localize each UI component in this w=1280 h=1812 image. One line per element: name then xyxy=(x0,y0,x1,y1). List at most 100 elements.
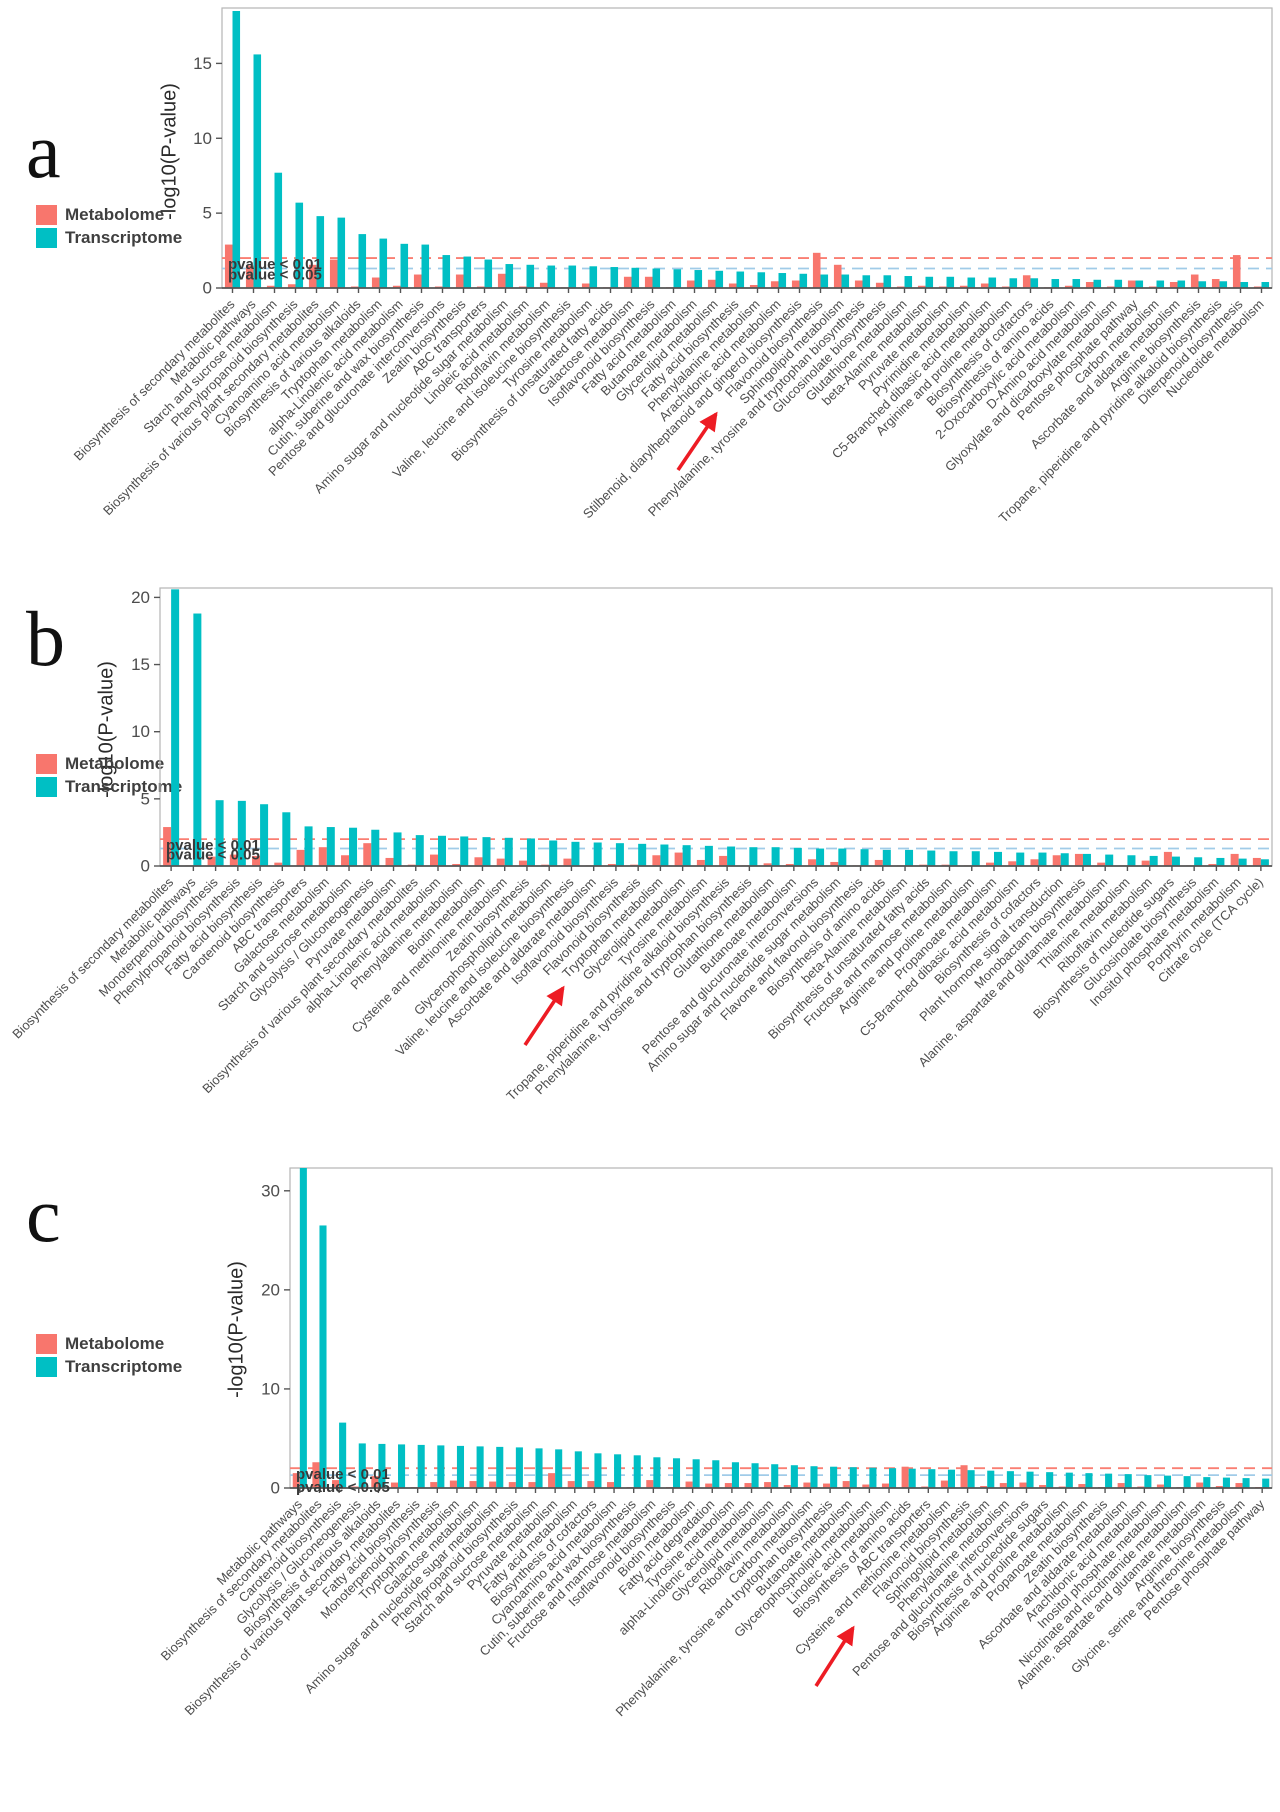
bar-transcriptome xyxy=(1144,1475,1152,1488)
bar-transcriptome xyxy=(1156,280,1165,288)
bar-transcriptome xyxy=(535,1448,543,1488)
bar-metabolome xyxy=(674,852,683,866)
pvalue-threshold-label-0: pvalue < 0.01 xyxy=(228,256,322,273)
bar-metabolome xyxy=(452,863,461,866)
bar-metabolome xyxy=(1019,1482,1027,1488)
bar-transcriptome xyxy=(378,1443,386,1488)
bar-transcriptome xyxy=(1260,859,1269,866)
bar-metabolome xyxy=(371,1476,379,1488)
bar-metabolome xyxy=(696,859,705,866)
transcriptome-swatch xyxy=(36,227,57,248)
bar-transcriptome xyxy=(889,1468,897,1488)
bar-transcriptome xyxy=(253,54,262,288)
bar-transcriptome xyxy=(193,613,202,866)
bar-transcriptome xyxy=(633,1455,641,1488)
bar-transcriptome xyxy=(232,10,241,288)
bar-metabolome xyxy=(518,860,527,866)
legend-item-transcriptome: Transcriptome xyxy=(36,775,182,798)
bar-metabolome xyxy=(719,855,728,866)
panel-b-letter: b xyxy=(26,595,65,682)
bar-metabolome xyxy=(705,1483,713,1488)
bar-metabolome xyxy=(770,281,779,288)
bar-metabolome xyxy=(833,264,842,288)
bar-metabolome xyxy=(1211,279,1220,288)
bar-transcriptome xyxy=(171,589,180,866)
bar-transcriptome xyxy=(987,1470,995,1488)
bar-transcriptome xyxy=(610,267,619,288)
bar-metabolome xyxy=(548,1473,556,1488)
bar-metabolome xyxy=(1074,853,1083,866)
bar-metabolome xyxy=(392,285,401,288)
annotation-arrow-a xyxy=(676,411,718,472)
bar-metabolome xyxy=(803,1482,811,1488)
bar-metabolome xyxy=(539,282,548,288)
bar-transcriptome xyxy=(771,1464,779,1488)
bar-metabolome xyxy=(1196,1482,1204,1488)
bar-metabolome xyxy=(644,276,653,288)
pvalue-threshold-label-1: pvalue < 0.05 xyxy=(228,267,322,284)
bar-transcriptome xyxy=(967,1470,975,1488)
panel-c-legend: Metabolome Transcriptome xyxy=(36,1332,182,1378)
y-tick-label: 20 xyxy=(131,588,150,607)
bar-transcriptome xyxy=(927,850,936,866)
bar-transcriptome xyxy=(282,812,291,866)
bar-metabolome xyxy=(917,285,926,288)
y-tick-label: 15 xyxy=(193,54,212,73)
bar-metabolome xyxy=(1008,861,1017,866)
bar-transcriptome xyxy=(515,1447,523,1488)
bar-metabolome xyxy=(646,1480,654,1488)
bar-transcriptome xyxy=(1219,281,1228,288)
bar-metabolome xyxy=(744,1483,752,1488)
bar-metabolome xyxy=(1117,1483,1125,1488)
bar-transcriptome xyxy=(682,845,691,866)
bar-metabolome xyxy=(318,847,327,866)
bar-transcriptome xyxy=(1030,278,1039,288)
y-tick-label: 0 xyxy=(203,279,212,298)
metabolome-swatch xyxy=(36,204,57,225)
annotation-arrow-c xyxy=(814,1625,855,1687)
bar-metabolome xyxy=(1022,275,1031,288)
bar-transcriptome xyxy=(504,837,513,866)
legend-item-transcriptome: Transcriptome xyxy=(36,226,182,249)
bar-transcriptome xyxy=(1060,853,1069,866)
bar-transcriptome xyxy=(694,270,703,288)
bar-transcriptome xyxy=(1149,855,1158,866)
metabolome-swatch xyxy=(36,1333,57,1354)
bar-transcriptome xyxy=(883,275,892,288)
bar-transcriptome xyxy=(1135,280,1144,288)
y-tick-label: 15 xyxy=(131,655,150,674)
bar-metabolome xyxy=(980,1486,988,1488)
bar-transcriptome xyxy=(549,840,558,866)
bar-transcriptome xyxy=(778,273,787,288)
bar-metabolome xyxy=(724,1483,732,1488)
bar-metabolome xyxy=(606,1482,615,1488)
bar-transcriptome xyxy=(260,804,269,866)
bar-transcriptome xyxy=(673,269,682,288)
legend-item-metabolome: Metabolome xyxy=(36,1332,182,1355)
bar-transcriptome xyxy=(393,832,402,866)
bar-metabolome xyxy=(341,855,350,866)
bar-transcriptome xyxy=(925,276,934,288)
bar-metabolome xyxy=(528,1482,536,1488)
bar-metabolome xyxy=(607,863,616,866)
bar-transcriptome xyxy=(547,265,556,288)
bar-transcriptome xyxy=(326,827,335,866)
bar-transcriptome xyxy=(460,836,469,866)
bar-metabolome xyxy=(371,277,380,288)
y-tick-label: 30 xyxy=(261,1181,280,1200)
transcriptome-label: Transcriptome xyxy=(65,776,183,796)
bar-transcriptome xyxy=(1046,1472,1054,1488)
bar-transcriptome xyxy=(571,841,580,866)
bar-metabolome xyxy=(959,285,968,288)
bar-metabolome xyxy=(1215,1486,1223,1488)
pvalue-threshold-label-0: pvalue < 0.01 xyxy=(166,837,260,854)
bar-metabolome xyxy=(332,1480,340,1488)
bar-metabolome xyxy=(363,843,372,866)
bar-transcriptome xyxy=(526,264,535,288)
annotation-arrow-b xyxy=(523,985,565,1046)
bar-transcriptome xyxy=(905,849,914,866)
bar-metabolome xyxy=(496,858,505,866)
